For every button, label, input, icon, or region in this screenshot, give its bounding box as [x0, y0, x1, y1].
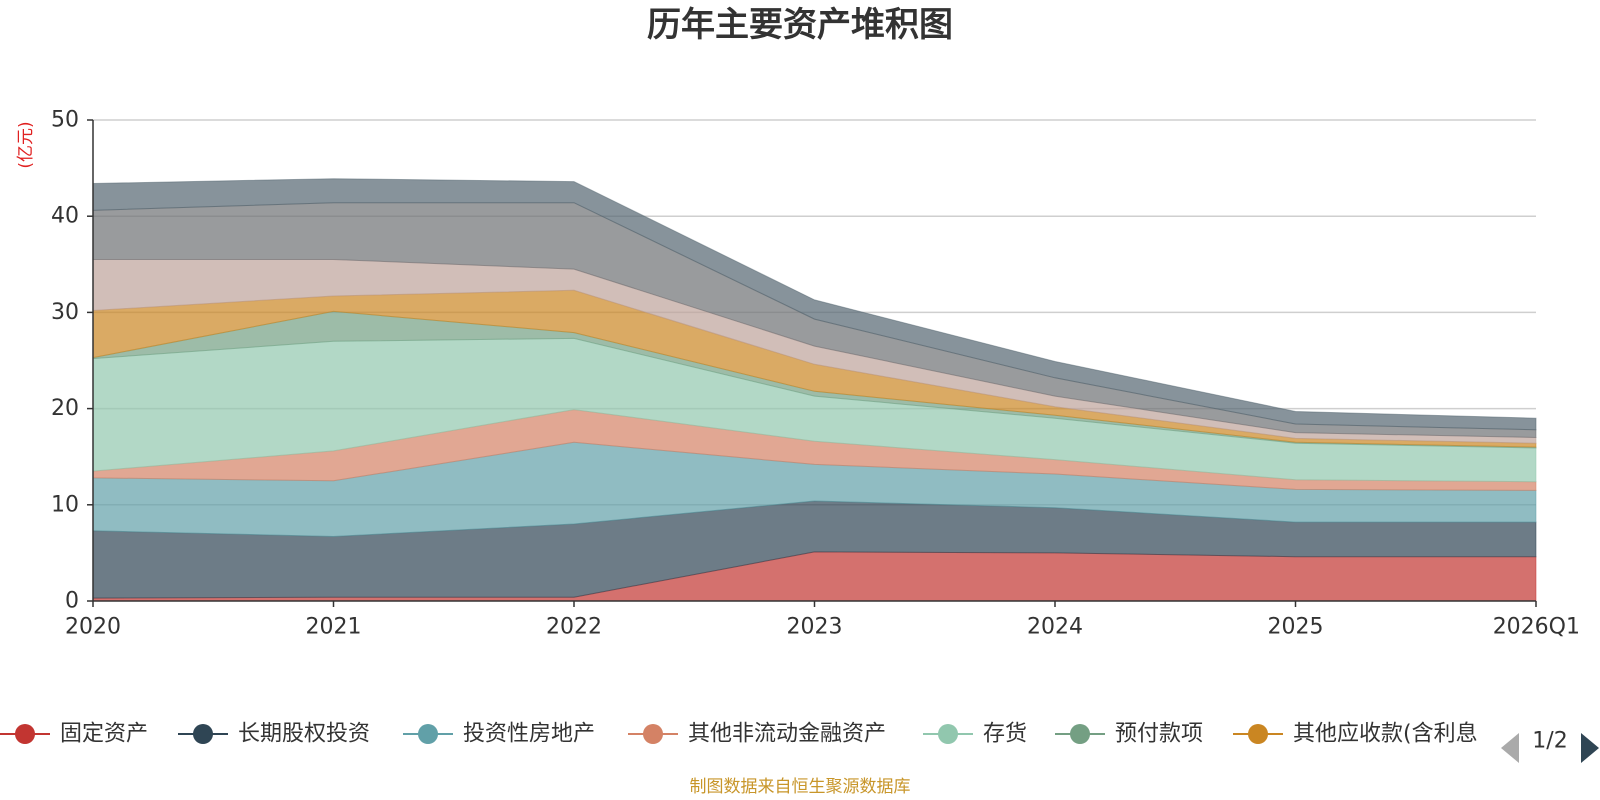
legend-label: 固定资产: [60, 722, 148, 747]
legend-circle-marker: [193, 724, 213, 744]
legend-label: 投资性房地产: [463, 722, 595, 747]
legend-page-indicator: 1/2: [1532, 729, 1567, 754]
y-tick-label: 30: [51, 300, 79, 325]
legend-item[interactable]: 其他应收款(含利息: [1233, 722, 1478, 747]
x-tick-label: 2022: [546, 615, 602, 640]
axes: 0 10 20 30 40 50 2020 2021 2022 2023 2024 2025 2026Q…: [51, 108, 1580, 640]
legend-circle-marker: [418, 724, 438, 744]
legend-next-arrow-icon[interactable]: [1581, 733, 1599, 763]
legend-label: 存货: [983, 722, 1027, 747]
legend-circle-marker: [1070, 724, 1090, 744]
legend-pager[interactable]: 1/2: [1501, 729, 1599, 764]
y-tick-label: 20: [51, 396, 79, 421]
x-tick-label: 2024: [1027, 615, 1083, 640]
y-axis-unit-label: (亿元): [16, 121, 36, 168]
legend-item[interactable]: 预付款项: [1055, 722, 1203, 747]
x-tick-label: 2021: [306, 615, 362, 640]
x-tick-label: 2025: [1268, 615, 1324, 640]
data-source-note: 制图数据来自恒生聚源数据库: [690, 777, 911, 797]
legend-item[interactable]: 长期股权投资: [178, 722, 370, 747]
legend-circle-marker: [938, 724, 958, 744]
legend-circle-marker: [643, 724, 663, 744]
legend-item[interactable]: 投资性房地产: [403, 722, 595, 747]
legend-prev-arrow-icon[interactable]: [1501, 733, 1519, 763]
legend-item[interactable]: 其他非流动金融资产: [628, 722, 886, 747]
x-tick-label: 2026Q1: [1493, 615, 1580, 640]
y-tick-label: 50: [51, 108, 79, 133]
chart-title: 历年主要资产堆积图: [647, 5, 953, 45]
legend-label: 预付款项: [1115, 722, 1203, 747]
legend-item[interactable]: 存货: [923, 722, 1027, 747]
legend[interactable]: 固定资产 长期股权投资 投资性房地产 其他非流动金融资产 存货 预付款项 其他应收款(含利息: [0, 722, 1478, 747]
y-tick-label: 10: [51, 492, 79, 517]
legend-item[interactable]: 固定资产: [0, 722, 148, 747]
legend-circle-marker: [15, 724, 35, 744]
y-tick-label: 0: [65, 589, 79, 614]
area-series-其他资产3: [92, 178, 1537, 431]
area-series: [92, 178, 1537, 602]
legend-label: 长期股权投资: [238, 722, 370, 747]
x-tick-label: 2020: [65, 615, 121, 640]
legend-circle-marker: [1248, 724, 1268, 744]
x-tick-label: 2023: [787, 615, 843, 640]
legend-label: 其他非流动金融资产: [688, 722, 886, 747]
legend-items[interactable]: 固定资产 长期股权投资 投资性房地产 其他非流动金融资产 存货 预付款项 其他应收款(含利息: [0, 722, 1478, 747]
y-tick-label: 40: [51, 204, 79, 229]
legend-label: 其他应收款(含利息: [1293, 722, 1478, 747]
